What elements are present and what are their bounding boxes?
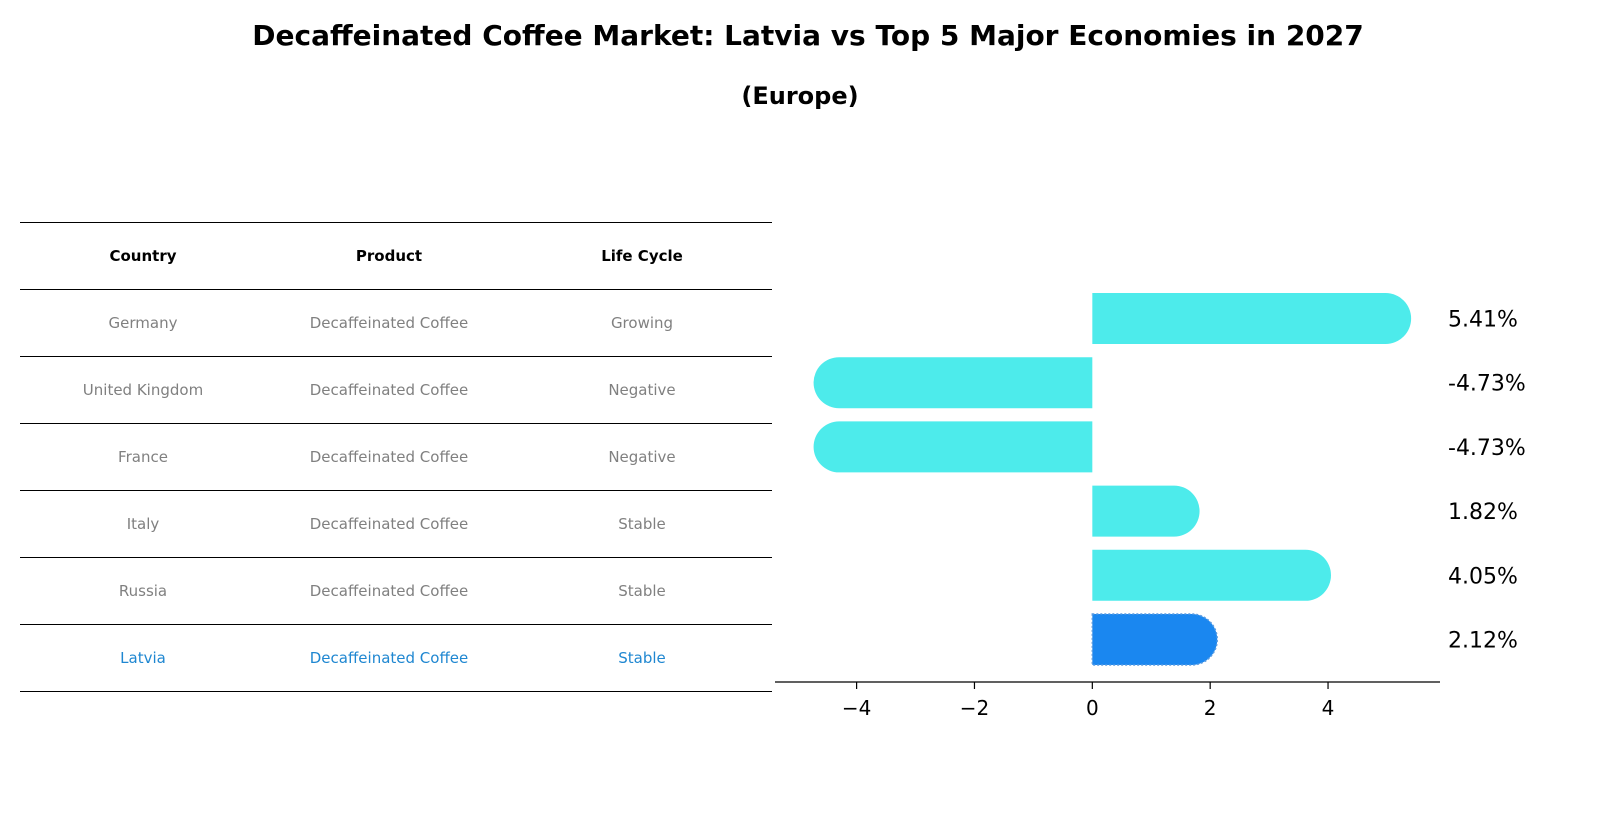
life-cycle-table: Country Product Life Cycle Germany Decaf…	[20, 222, 772, 692]
bar-russia	[1092, 549, 1331, 601]
table-row-highlighted: Latvia Decaffeinated Coffee Stable	[20, 624, 772, 692]
table-row: Russia Decaffeinated Coffee Stable	[20, 557, 772, 625]
table-row: United Kingdom Decaffeinated Coffee Nega…	[20, 356, 772, 424]
cell-country: Germany	[20, 289, 266, 357]
value-label-france: -4.73%	[1448, 436, 1526, 461]
cell-country: United Kingdom	[20, 356, 266, 424]
chart-title: Decaffeinated Coffee Market: Latvia vs T…	[252, 19, 1364, 52]
cell-life-cycle: Stable	[512, 490, 772, 558]
cell-product: Decaffeinated Coffee	[266, 624, 512, 692]
cell-life-cycle: Stable	[512, 557, 772, 625]
cell-country: Italy	[20, 490, 266, 558]
cell-country: Russia	[20, 557, 266, 625]
value-label-united-kingdom: -4.73%	[1448, 372, 1526, 397]
header-country: Country	[20, 222, 266, 290]
cell-product: Decaffeinated Coffee	[266, 289, 512, 357]
table-header-row: Country Product Life Cycle	[20, 222, 772, 290]
table-row: Germany Decaffeinated Coffee Growing	[20, 289, 772, 357]
bar-italy	[1092, 485, 1200, 537]
header-product: Product	[266, 222, 512, 290]
table-row: France Decaffeinated Coffee Negative	[20, 423, 772, 491]
life-cycle-table-container: Country Product Life Cycle Germany Decaf…	[20, 222, 772, 692]
bar-france	[813, 421, 1093, 473]
x-tick-label: −2	[960, 696, 989, 720]
cell-product: Decaffeinated Coffee	[266, 557, 512, 625]
bar-chart: 5.41% -4.73% -4.73% 1.82% 4.05% 2.12% −4 −2 0 2 4	[775, 293, 1526, 720]
bar-united-kingdom	[813, 357, 1093, 409]
cell-life-cycle: Growing	[512, 289, 772, 357]
header-life-cycle: Life Cycle	[512, 222, 772, 290]
bar-chart-container: 5.41% -4.73% -4.73% 1.82% 4.05% 2.12% −4 −2 0 2 4	[775, 280, 1600, 760]
cell-product: Decaffeinated Coffee	[266, 423, 512, 491]
value-label-latvia: 2.12%	[1448, 629, 1518, 654]
chart-subtitle: (Europe)	[741, 82, 859, 110]
value-label-italy: 1.82%	[1448, 500, 1518, 525]
cell-product: Decaffeinated Coffee	[266, 356, 512, 424]
value-label-russia: 4.05%	[1448, 564, 1518, 589]
cell-country: Latvia	[20, 624, 266, 692]
cell-life-cycle: Negative	[512, 356, 772, 424]
x-tick-label: −4	[842, 696, 871, 720]
cell-product: Decaffeinated Coffee	[266, 490, 512, 558]
table-row: Italy Decaffeinated Coffee Stable	[20, 490, 772, 558]
x-tick-label: 0	[1086, 696, 1099, 720]
x-tick-label: 4	[1322, 696, 1335, 720]
cell-life-cycle: Negative	[512, 423, 772, 491]
bar-germany	[1092, 293, 1412, 344]
cell-country: France	[20, 423, 266, 491]
cell-life-cycle: Stable	[512, 624, 772, 692]
value-label-germany: 5.41%	[1448, 308, 1518, 333]
bar-latvia	[1091, 613, 1218, 666]
x-tick-label: 2	[1204, 696, 1217, 720]
